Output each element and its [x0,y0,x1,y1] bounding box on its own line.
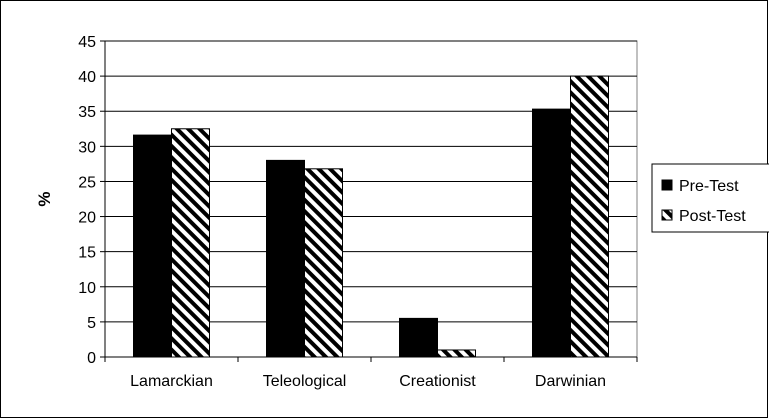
x-tick-label: Teleological [263,373,347,390]
legend-label-pre-test: Pre-Test [679,178,739,195]
x-axis-ticks: Lamarckian Teleological Creationist Darwini… [104,357,638,390]
bar-post-test-lamarckian [171,128,210,358]
bar-pre-test-teleological [266,159,305,358]
y-tick-label: 20 [78,210,96,227]
bar-post-test-darwinian [570,75,609,358]
bar-post-test-creationist [437,349,476,358]
y-tick-label: 0 [87,350,96,367]
bar-pre-test-darwinian [532,108,571,358]
y-tick-label: 15 [78,245,96,262]
bar-pre-test-lamarckian [133,134,172,358]
legend-swatch-post-test [661,209,673,221]
y-axis-ticks: 0 5 10 15 20 25 30 35 40 45 [78,34,105,367]
y-tick-label: 45 [78,34,96,51]
bar-pre-test-creationist [399,317,438,358]
y-tick-label: 30 [78,139,96,156]
legend-label-post-test: Post-Test [679,208,746,225]
x-tick-label: Creationist [399,373,476,390]
legend-swatch-pre-test [661,179,673,191]
x-tick-label: Darwinian [535,373,606,390]
bar-post-test-teleological [304,168,343,358]
y-tick-label: 5 [87,315,96,332]
bars [133,75,609,358]
y-tick-label: 25 [78,174,96,191]
x-tick-label: Lamarckian [130,373,213,390]
legend-box [651,163,769,233]
y-tick-label: 35 [78,104,96,121]
y-tick-label: 40 [78,69,96,86]
y-axis-title: % [35,191,54,206]
legend: Pre-Test Post-Test [651,163,769,233]
y-tick-label: 10 [78,280,96,297]
